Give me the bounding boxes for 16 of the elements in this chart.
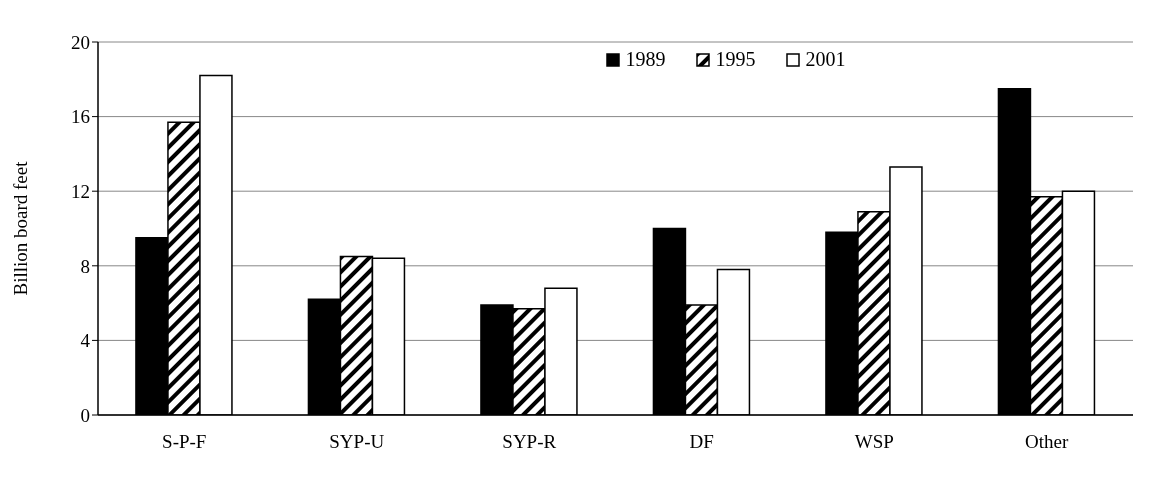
legend-label: 1995 [715, 48, 756, 71]
y-axis-title: Billion board feet [9, 160, 31, 296]
y-tick-label: 20 [71, 31, 90, 53]
y-tick-label: 4 [80, 330, 91, 352]
x-tick-label: SYP-R [502, 431, 557, 453]
legend-label: 2001 [805, 48, 846, 71]
y-tick-label: 0 [80, 404, 90, 426]
legend-label: 1989 [625, 48, 666, 71]
y-tick-label: 12 [71, 180, 90, 202]
y-tick-label: 8 [80, 255, 90, 277]
x-tick-label: Other [1025, 431, 1070, 453]
x-tick-label: DF [689, 431, 714, 453]
x-tick-label: S-P-F [162, 431, 207, 453]
x-tick-label: SYP-U [329, 431, 385, 453]
x-tick-label: WSP [854, 431, 894, 453]
y-tick-label: 16 [71, 106, 90, 128]
